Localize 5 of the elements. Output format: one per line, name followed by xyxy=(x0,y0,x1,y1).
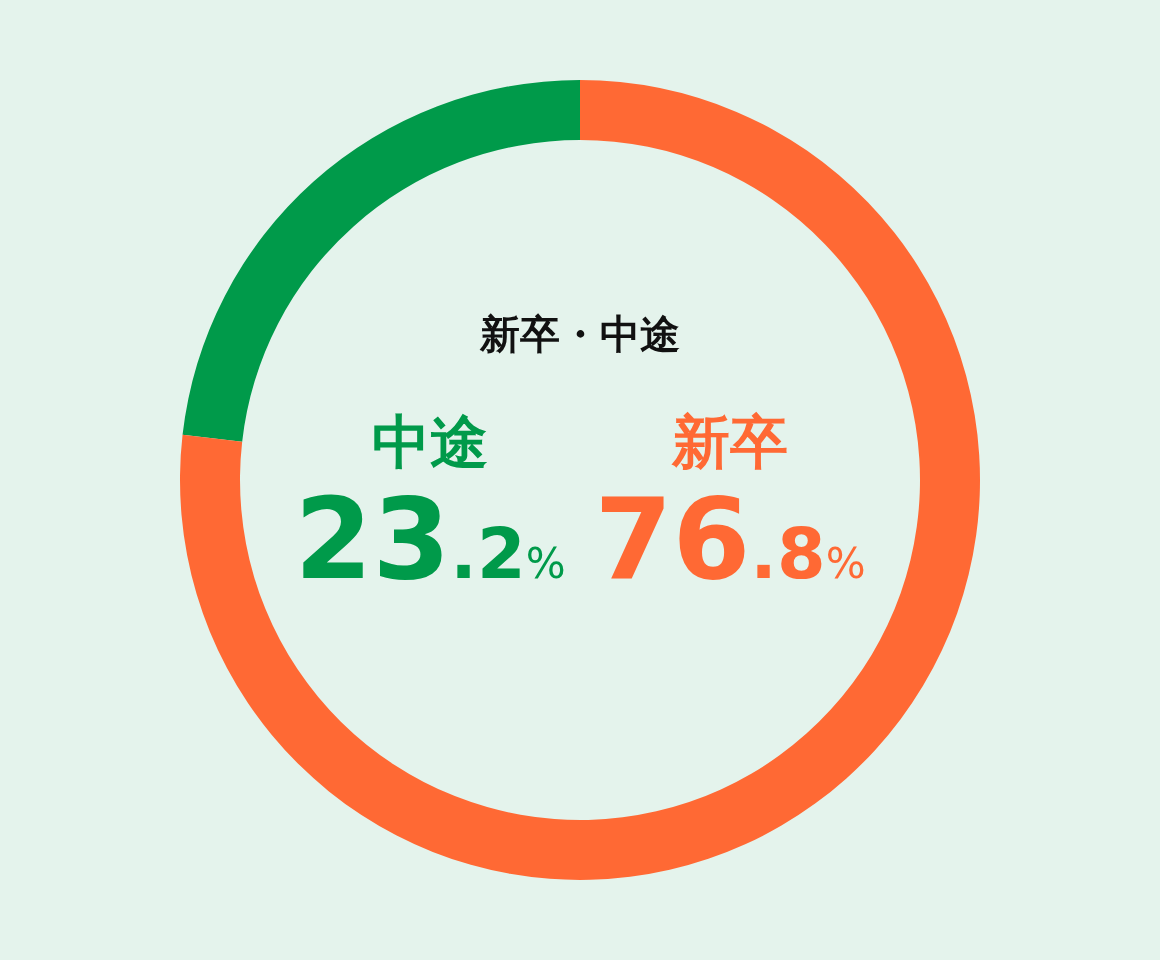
data-label: 23.2% xyxy=(294,474,566,604)
text: 新卒・中途 xyxy=(479,311,680,357)
data-label: 76.8% xyxy=(594,474,866,604)
slice-label: 新卒 xyxy=(671,408,788,476)
slice-label: 中途 xyxy=(372,408,488,476)
